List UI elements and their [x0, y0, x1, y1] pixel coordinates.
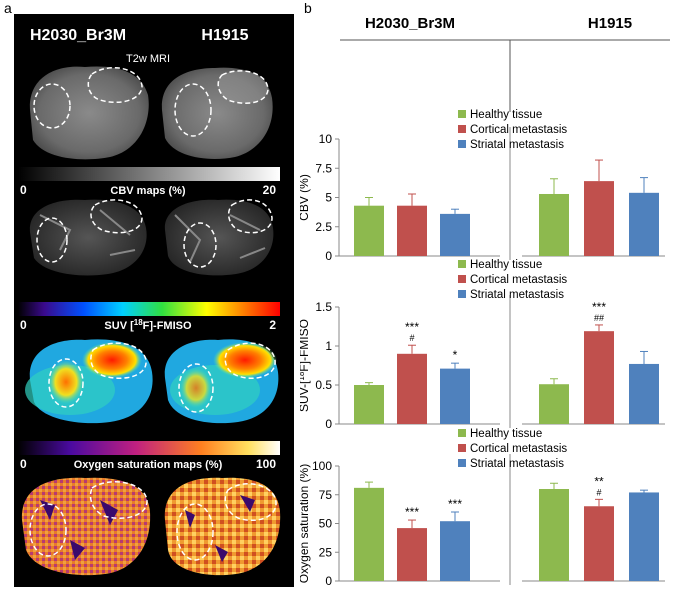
t2w-brain-left [29, 66, 149, 160]
y-tick-label: 0.5 [315, 378, 332, 392]
oxy-brain-right [164, 477, 281, 576]
chart-col2-title: H1915 [588, 15, 632, 32]
bar [539, 193, 569, 256]
significance-label: *** [405, 505, 419, 519]
suv-max: 2 [269, 318, 276, 332]
bar [584, 331, 614, 424]
y-axis-label: CBV (%) [300, 174, 311, 221]
col2-image-title: H1915 [201, 27, 248, 44]
bar [539, 489, 569, 581]
bar [397, 528, 427, 581]
y-tick-label: 7.5 [315, 161, 332, 175]
legend-label: Healthy tissue [470, 109, 542, 121]
mri-image-panel: H2030_Br3M H1915 T2w MRI 0 CBV maps (%) … [14, 14, 294, 587]
legend-swatch [458, 429, 466, 437]
bar [440, 213, 470, 256]
suv-brain-right [164, 339, 279, 424]
legend-label: Cortical metastasis [470, 274, 567, 286]
y-axis-label: Oxygen saturation (%) [300, 464, 311, 583]
legend-swatch [458, 444, 466, 452]
significance-label: * [453, 348, 458, 362]
oxy-brain-left [21, 477, 151, 576]
y-tick-label: 2.5 [315, 220, 332, 234]
y-tick-label: 25 [319, 545, 333, 559]
suv-brain-left [25, 339, 153, 424]
panel-a-images: a [0, 0, 300, 587]
bar [354, 487, 384, 581]
panel-a-letter: a [4, 0, 12, 16]
y-tick-label: 5 [325, 191, 332, 205]
bar [354, 205, 384, 256]
chart-1: 0 2.5 5 7.5 10 CBV (%) Healthy tissue Cortical … [297, 109, 665, 263]
cbv-colorbar [18, 167, 280, 181]
legend-label: Striatal metastasis [470, 458, 564, 470]
oxy-colorbar [18, 441, 280, 455]
bar [397, 205, 427, 256]
cbv-max: 20 [263, 183, 277, 197]
cbv-brain-left [29, 199, 147, 276]
y-tick-label: 10 [319, 132, 333, 146]
t2w-brain-right [161, 67, 273, 159]
significance-label: *** [405, 320, 419, 334]
legend-label: Striatal metastasis [470, 289, 564, 301]
y-tick-label: 100 [312, 459, 332, 473]
y-axis-label: SUV-[18F]-FMISO [300, 319, 311, 412]
col1-image-title: H2030_Br3M [30, 27, 126, 44]
y-tick-label: 75 [319, 488, 333, 502]
significance-label: ## [594, 313, 604, 323]
bar [440, 368, 470, 424]
bar [629, 492, 659, 581]
legend-swatch [458, 290, 466, 298]
suv-min: 0 [20, 318, 27, 332]
y-tick-label: 1.5 [315, 300, 332, 314]
bar [629, 363, 659, 424]
legend-swatch [458, 275, 466, 283]
bar [354, 385, 384, 424]
legend-swatch [458, 110, 466, 118]
y-tick-label: 1 [325, 339, 332, 353]
oxy-min: 0 [20, 457, 27, 471]
legend-label: Healthy tissue [470, 428, 542, 440]
y-tick-label: 50 [319, 517, 333, 531]
y-tick-label: 0 [325, 574, 332, 587]
legend-swatch [458, 140, 466, 148]
significance-label: # [409, 333, 414, 343]
suv-label: SUV [18F]-FMISO [104, 318, 192, 332]
bar [584, 506, 614, 581]
significance-label: ** [594, 474, 604, 488]
oxy-max: 100 [256, 457, 276, 471]
significance-label: *** [448, 497, 462, 511]
legend-label: Striatal metastasis [470, 139, 564, 151]
cbv-min: 0 [20, 183, 27, 197]
bar [539, 384, 569, 424]
significance-label: *** [592, 300, 606, 314]
oxy-label: Oxygen saturation maps (%) [74, 459, 223, 471]
chart-col1-title: H2030_Br3M [365, 15, 455, 32]
legend-label: Healthy tissue [470, 259, 542, 271]
y-tick-label: 0 [325, 249, 332, 263]
legend-label: Cortical metastasis [470, 124, 567, 136]
panel-b-letter: b [304, 0, 312, 16]
t2w-label: T2w MRI [126, 53, 170, 65]
bar [584, 181, 614, 256]
bar [397, 353, 427, 424]
legend-label: Cortical metastasis [470, 443, 567, 455]
bar [440, 521, 470, 581]
bar [629, 192, 659, 256]
panel-b-charts: b H2030_Br3M H1915 0 2.5 5 7.5 10 CBV (%) Heal… [297, 0, 685, 588]
significance-label: # [596, 487, 601, 497]
legend-swatch [458, 125, 466, 133]
legend-swatch [458, 459, 466, 467]
cbv-brain-right [164, 199, 274, 276]
suv-colorbar [18, 302, 280, 316]
y-tick-label: 0 [325, 417, 332, 431]
cbv-label: CBV maps (%) [110, 185, 186, 197]
chart-2: 0 0.5 1 1.5 SUV-[18F]-FMISO Healthy tissue Cor… [297, 259, 665, 431]
legend-swatch [458, 260, 466, 268]
